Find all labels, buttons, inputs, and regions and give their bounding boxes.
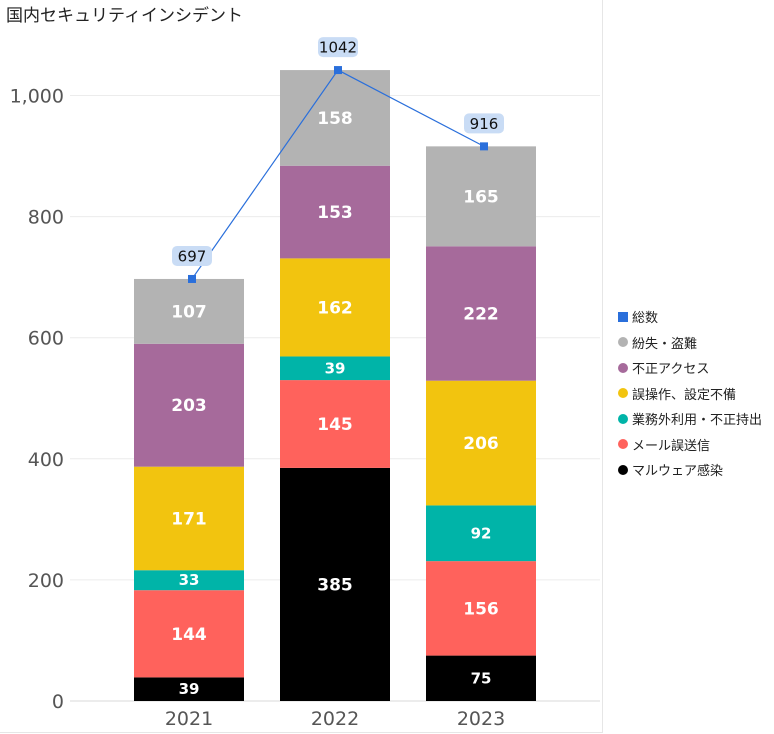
bar-segment <box>426 505 536 562</box>
bar-segment <box>426 561 536 656</box>
total-point <box>480 142 488 151</box>
bar-segment <box>426 146 536 247</box>
y-tick-label: 1,000 <box>10 86 64 108</box>
y-tick-label: 600 <box>28 328 64 350</box>
bar-segment <box>280 165 390 259</box>
data-label: 222 <box>463 304 499 324</box>
data-label: 385 <box>317 575 353 595</box>
legend-swatch <box>618 337 628 348</box>
total-label: 1042 <box>319 39 357 57</box>
bar-segment <box>426 380 536 506</box>
bar-segment <box>426 655 536 701</box>
bar-segment <box>134 570 244 591</box>
legend-swatch <box>618 413 628 424</box>
data-label: 158 <box>317 109 353 129</box>
x-tick-label: 2022 <box>311 708 359 730</box>
legend-label: 総数 <box>632 311 659 327</box>
total-label-bg <box>318 37 358 58</box>
bar-segment <box>280 380 390 468</box>
legend-swatch <box>618 311 628 322</box>
legend-swatch <box>618 464 628 475</box>
data-label: 162 <box>317 298 353 318</box>
total-label: 697 <box>178 247 207 265</box>
bar-segment <box>134 343 244 467</box>
legend-item: 誤操作、設定不備 <box>618 381 762 407</box>
legend-label: 業務外利用・不正持出 <box>632 413 763 429</box>
stacked-bar-chart: 0 200 400 600 800 1,000 2021 2022 2023 39 144 33 171… <box>10 37 600 730</box>
bar-segment <box>280 70 390 166</box>
data-label: 92 <box>471 524 492 542</box>
total-point <box>188 274 196 283</box>
bar-segment <box>280 258 390 357</box>
legend-label: マルウェア感染 <box>632 464 724 480</box>
bar-segment <box>280 356 390 381</box>
legend-item: 紛失・盗難 <box>618 330 762 356</box>
data-label: 75 <box>471 669 492 687</box>
bar-segment <box>134 677 244 701</box>
legend-swatch <box>618 439 628 450</box>
legend-item: 不正アクセス <box>618 355 762 381</box>
legend-label: メール誤送信 <box>632 438 711 454</box>
x-tick-label: 2021 <box>165 708 213 730</box>
y-tick-label: 0 <box>52 691 64 713</box>
legend-label: 紛失・盗難 <box>632 336 698 352</box>
data-label: 39 <box>325 359 346 377</box>
data-label: 171 <box>171 509 207 529</box>
x-tick-label: 2023 <box>457 708 505 730</box>
legend-item: 業務外利用・不正持出 <box>618 406 762 432</box>
legend-swatch <box>618 388 628 399</box>
bar-segment <box>426 246 536 381</box>
total-point <box>334 66 342 75</box>
legend-item: メール誤送信 <box>618 432 762 458</box>
y-tick-label: 200 <box>28 570 64 592</box>
data-label: 144 <box>171 625 207 645</box>
data-label: 203 <box>171 396 207 416</box>
total-label-bg <box>464 113 504 134</box>
data-label: 206 <box>463 434 499 454</box>
bar-segment <box>134 278 244 344</box>
y-tick-label: 400 <box>28 449 64 471</box>
data-label: 33 <box>179 571 200 589</box>
y-tick-label: 800 <box>28 207 64 229</box>
chart-title: 国内セキュリティインシデント <box>6 6 243 26</box>
data-label: 107 <box>171 302 207 322</box>
data-label: 165 <box>463 187 499 207</box>
bar-segment <box>134 466 244 571</box>
data-label: 145 <box>317 415 353 435</box>
chart-legend: 総数紛失・盗難不正アクセス誤操作、設定不備業務外利用・不正持出 メール誤送信 マルウ… <box>618 304 762 483</box>
legend-item: 総数 <box>618 304 762 330</box>
total-label-bg <box>172 245 212 266</box>
legend-swatch <box>618 362 628 373</box>
legend-label: 不正アクセス <box>632 362 710 378</box>
legend-label: 誤操作、設定不備 <box>632 387 737 403</box>
data-label: 156 <box>463 599 499 619</box>
chart-frame <box>0 0 603 733</box>
total-label: 916 <box>470 115 499 133</box>
legend-item: マルウェア感染 <box>618 457 762 483</box>
bar-segment <box>280 467 390 701</box>
bar-segment <box>134 590 244 678</box>
data-label: 153 <box>317 203 353 223</box>
data-label: 39 <box>179 680 200 698</box>
